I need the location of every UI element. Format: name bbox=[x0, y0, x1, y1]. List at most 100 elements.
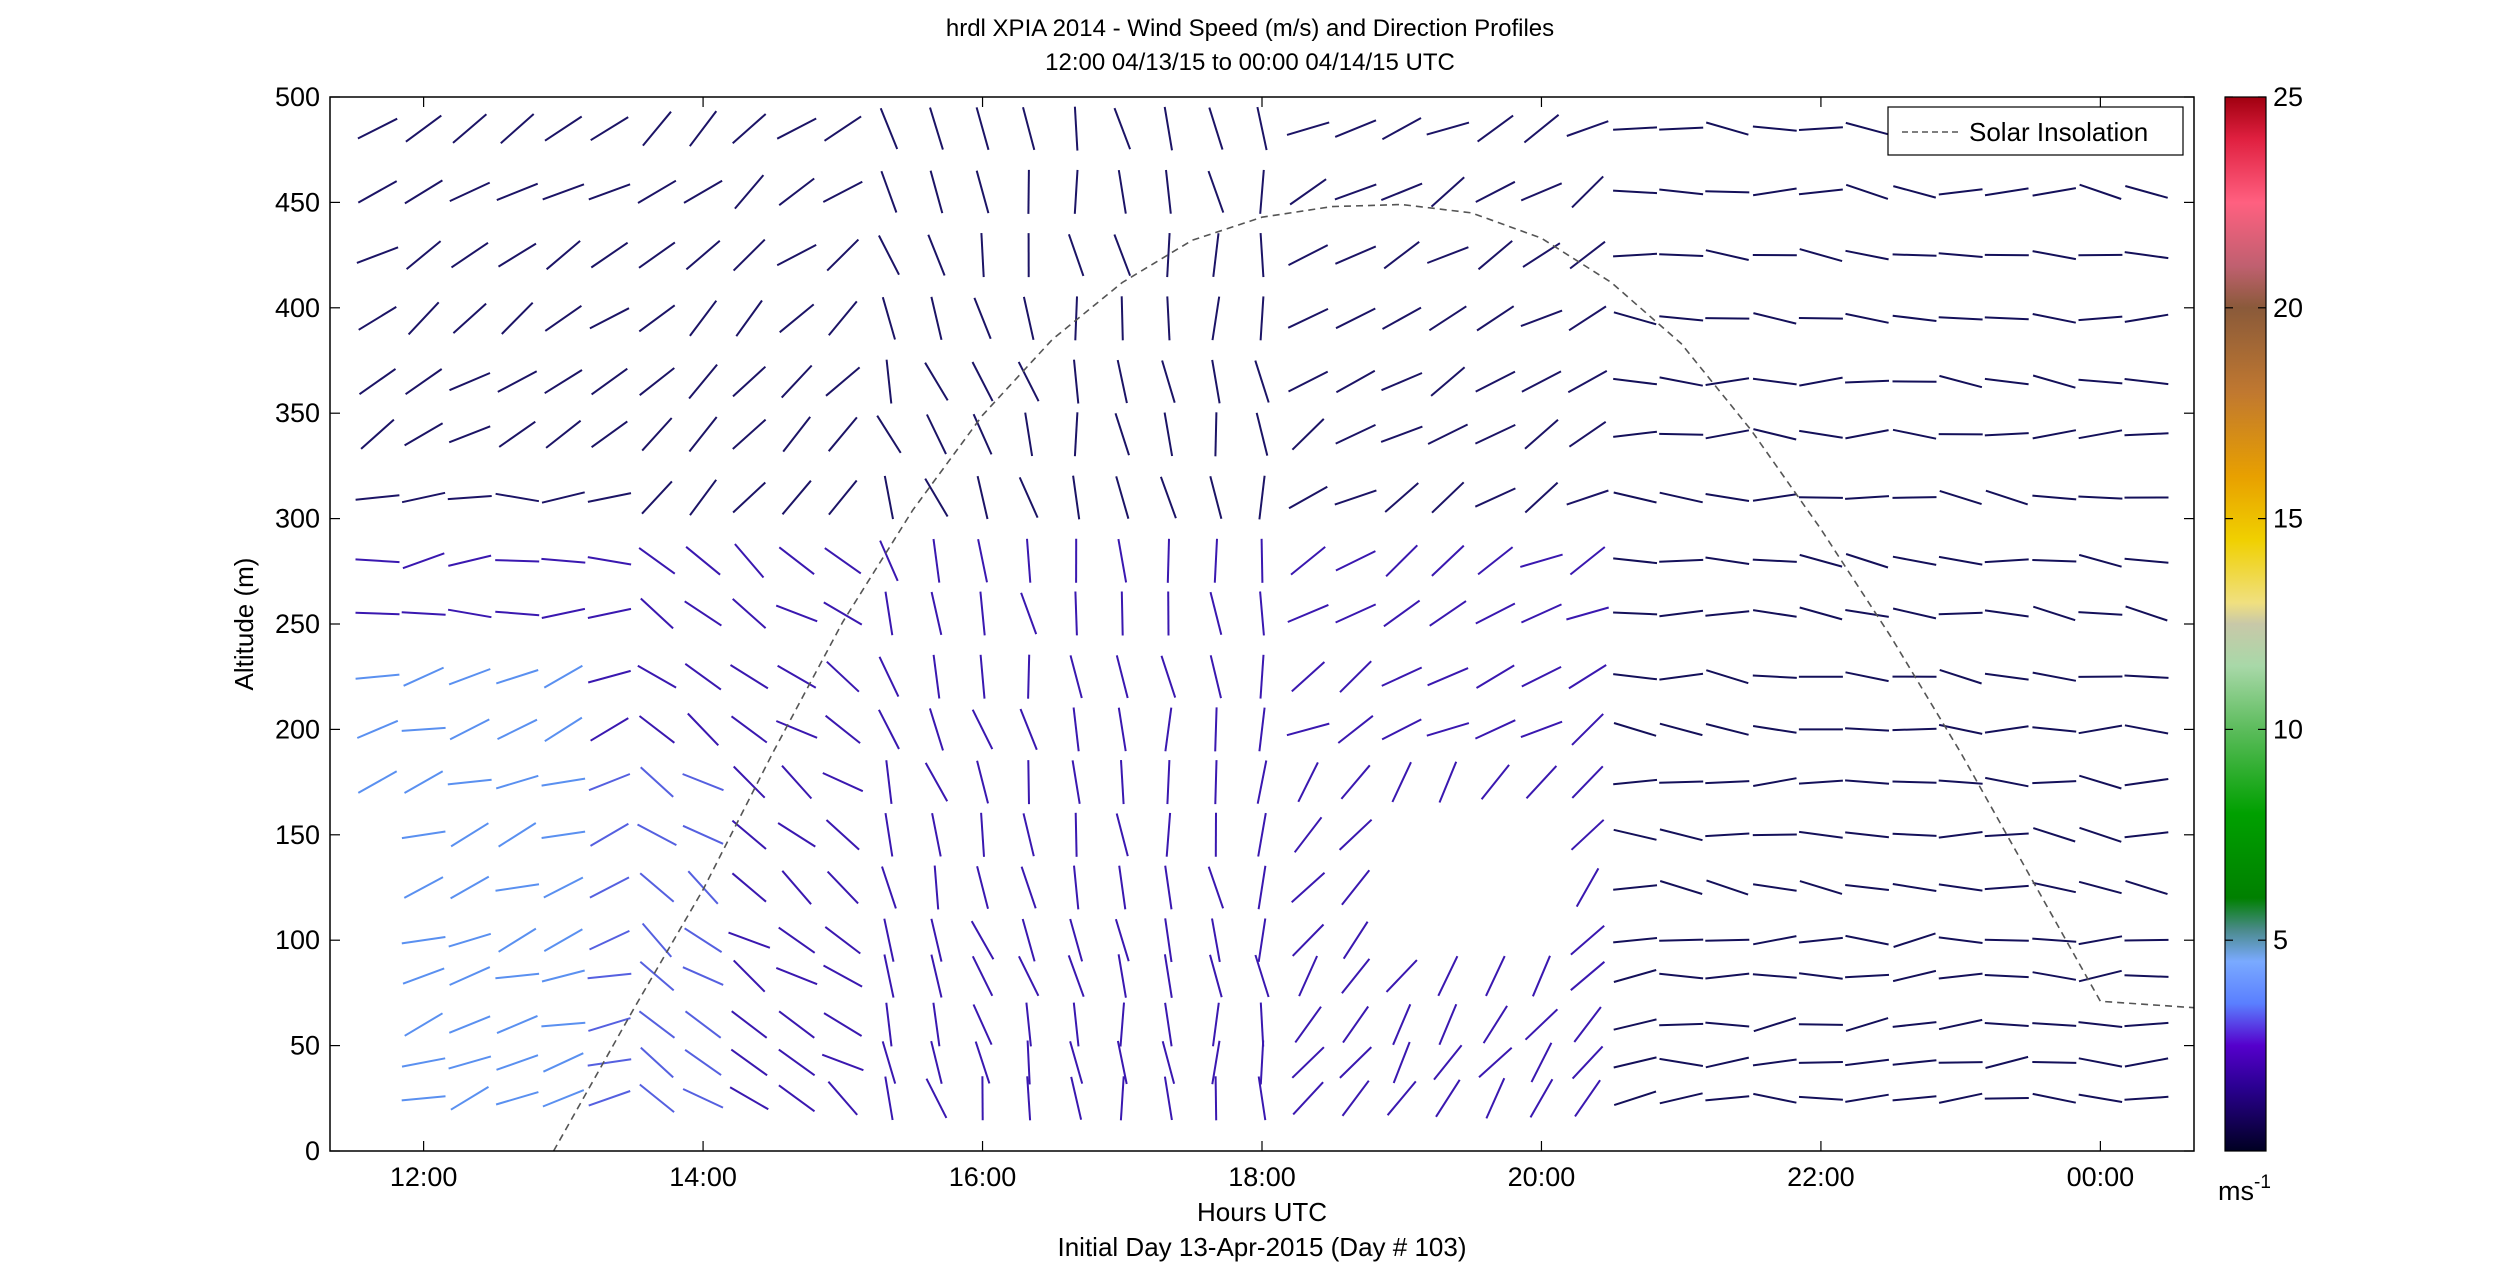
wind-barb bbox=[495, 972, 540, 980]
y-tick-label: 450 bbox=[275, 187, 320, 217]
wind-barb bbox=[972, 1004, 993, 1046]
wind-barb bbox=[824, 547, 862, 575]
wind-barb bbox=[1845, 884, 1890, 891]
wind-barb bbox=[1259, 654, 1265, 699]
wind-barb bbox=[1384, 482, 1419, 513]
wind-barb bbox=[685, 240, 721, 271]
x-tick-label: 12:00 bbox=[390, 1162, 458, 1192]
wind-barb bbox=[1613, 557, 1658, 565]
wind-barb bbox=[447, 495, 492, 501]
wind-barb bbox=[1521, 370, 1562, 393]
wind-barb bbox=[971, 709, 994, 750]
wind-barb bbox=[2079, 826, 2122, 843]
wind-barb bbox=[1938, 611, 1983, 616]
wind-barb bbox=[682, 824, 724, 845]
wind-barb bbox=[1073, 169, 1079, 214]
wind-barb bbox=[1659, 558, 1704, 563]
wind-barb bbox=[1116, 1040, 1128, 1085]
wind-barb bbox=[1292, 1081, 1324, 1116]
wind-barb bbox=[1613, 778, 1658, 786]
wind-barb bbox=[731, 1010, 768, 1039]
wind-barb bbox=[1161, 360, 1176, 403]
wind-barb bbox=[1568, 305, 1607, 332]
wind-barb bbox=[1381, 718, 1422, 741]
wind-barb bbox=[496, 182, 539, 202]
wind-barb bbox=[824, 714, 861, 744]
wind-barb bbox=[1287, 307, 1329, 329]
wind-barb bbox=[401, 726, 446, 732]
x-tick-label: 00:00 bbox=[2067, 1162, 2135, 1192]
wind-barb bbox=[355, 494, 400, 501]
colorbar-gradient bbox=[2224, 96, 2267, 1152]
wind-barb bbox=[1024, 412, 1034, 457]
wind-barb bbox=[541, 969, 585, 983]
wind-barb bbox=[2124, 378, 2169, 386]
wind-barb bbox=[541, 777, 586, 787]
wind-barb bbox=[1163, 954, 1173, 998]
wind-barb bbox=[1117, 538, 1128, 583]
wind-barb bbox=[689, 479, 718, 516]
wind-barb bbox=[1114, 412, 1130, 456]
wind-barb bbox=[1659, 672, 1704, 681]
wind-barb bbox=[1938, 1061, 1983, 1064]
wind-barb bbox=[1892, 1095, 1937, 1102]
wind-barb bbox=[405, 240, 442, 270]
wind-barb bbox=[1613, 1056, 1657, 1069]
wind-barb bbox=[500, 113, 535, 144]
wind-barb bbox=[885, 359, 893, 404]
wind-barb bbox=[682, 773, 724, 792]
wind-barb bbox=[543, 928, 583, 952]
wind-barb bbox=[541, 1021, 586, 1028]
wind-barb bbox=[1659, 315, 1704, 322]
wind-barb bbox=[1257, 1076, 1267, 1121]
wind-barb bbox=[730, 715, 768, 744]
wind-barb bbox=[449, 718, 490, 741]
chart-title: hrdl XPIA 2014 - Wind Speed (m/s) and Di… bbox=[946, 15, 1554, 42]
wind-barb bbox=[1072, 1002, 1080, 1047]
wind-barb bbox=[925, 1078, 948, 1119]
wind-barb bbox=[587, 1058, 632, 1067]
wind-barb bbox=[970, 920, 995, 960]
wind-barb bbox=[542, 183, 585, 201]
wind-barb bbox=[687, 870, 719, 905]
wind-barb bbox=[588, 183, 631, 201]
wind-barb bbox=[1018, 476, 1039, 519]
wind-barb bbox=[1430, 366, 1466, 397]
colorbar-unit-base: ms bbox=[2218, 1176, 2254, 1206]
wind-barb bbox=[1339, 1046, 1373, 1079]
wind-barb bbox=[1118, 865, 1127, 910]
wind-barb bbox=[355, 558, 400, 564]
wind-barb bbox=[1752, 187, 1797, 197]
wind-barb bbox=[1288, 370, 1329, 393]
wind-barb bbox=[1752, 493, 1797, 502]
wind-barb bbox=[1074, 296, 1078, 341]
wind-barb bbox=[2124, 674, 2169, 679]
wind-barb bbox=[2032, 1092, 2077, 1104]
x-tick-label: 14:00 bbox=[669, 1162, 737, 1192]
wind-barb bbox=[1255, 412, 1269, 456]
wind-barb bbox=[1613, 1090, 1657, 1107]
wind-barb bbox=[1845, 1093, 1889, 1103]
wind-barb bbox=[2124, 432, 2169, 437]
wind-barb bbox=[1207, 866, 1225, 909]
wind-barb bbox=[590, 241, 629, 269]
wind-barb bbox=[878, 235, 900, 276]
wind-barb bbox=[1298, 955, 1319, 997]
wind-barb bbox=[447, 608, 492, 619]
wind-barb bbox=[778, 1010, 815, 1039]
wind-barb bbox=[1705, 1095, 1750, 1102]
wind-barb bbox=[876, 415, 902, 454]
wind-barb bbox=[1211, 918, 1221, 963]
wind-barb bbox=[728, 931, 771, 949]
wind-barb bbox=[731, 819, 767, 850]
wind-barb bbox=[1938, 252, 1983, 258]
wind-barb bbox=[2124, 251, 2169, 260]
wind-barb bbox=[1214, 412, 1218, 457]
wind-barb bbox=[1892, 727, 1937, 732]
wind-barb bbox=[1705, 1021, 1750, 1028]
wind-barb bbox=[1212, 233, 1220, 278]
wind-barb bbox=[775, 720, 818, 739]
wind-barb bbox=[1291, 872, 1326, 903]
colorbar-tick-label: 10 bbox=[2273, 714, 2303, 744]
wind-barb bbox=[1386, 1080, 1417, 1116]
